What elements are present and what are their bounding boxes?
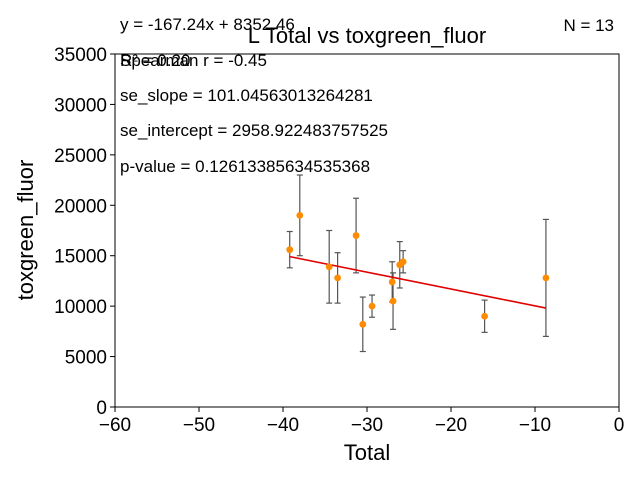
x-tick-label: −30 xyxy=(351,415,383,436)
spearman-annotation: Spearman r = -0.45 xyxy=(120,51,267,70)
y-tick-label: 5000 xyxy=(65,348,107,369)
data-point xyxy=(481,312,488,320)
data-point xyxy=(399,258,407,266)
data-point xyxy=(296,211,304,219)
x-tick-label: −50 xyxy=(183,415,215,436)
p-value-annotation: p-value = 0.12613385634535368 xyxy=(120,157,370,176)
data-points xyxy=(286,211,550,328)
x-tick-label: 0 xyxy=(614,415,625,436)
equation-annotation: y = -167.24x + 8352.46 xyxy=(120,15,295,34)
fit-line xyxy=(289,255,547,309)
x-tick-label: −10 xyxy=(519,415,551,436)
fit-line-group xyxy=(289,255,547,309)
x-tick-label: −60 xyxy=(99,415,131,436)
data-point xyxy=(334,274,341,282)
x-axis-label: Total xyxy=(344,440,390,465)
y-tick-label: 20000 xyxy=(54,196,107,217)
y-tick-label: 35000 xyxy=(54,45,107,66)
data-point xyxy=(286,246,294,254)
x-tick-label: −20 xyxy=(435,415,467,436)
data-point xyxy=(389,297,397,305)
data-point xyxy=(368,302,376,310)
x-tick-label: −40 xyxy=(267,415,299,436)
r-squared-annotation: R² = 0.20 xyxy=(120,51,190,70)
y-tick-label: 10000 xyxy=(54,297,107,318)
y-tick-label: 25000 xyxy=(54,146,107,167)
n-annotation: N = 13 xyxy=(563,16,614,35)
data-point xyxy=(388,278,396,286)
y-axis-label: toxgreen_fluor xyxy=(13,160,38,301)
data-point xyxy=(352,232,360,239)
data-point xyxy=(542,274,550,282)
axes-frame xyxy=(114,53,620,408)
y-axis-ticks: 0 5000 10000 15000 20000 25000 30000 35000 xyxy=(54,45,115,419)
y-tick-label: 30000 xyxy=(54,95,107,116)
se-intercept-annotation: se_intercept = 2958.922483757525 xyxy=(120,121,388,140)
y-tick-label: 0 xyxy=(96,398,107,419)
x-axis-ticks: −60 −50 −40 −30 −20 −10 0 xyxy=(99,407,624,436)
y-tick-label: 15000 xyxy=(54,247,107,268)
chart-title: L Total vs toxgreen_fluor xyxy=(248,23,486,48)
data-point xyxy=(359,320,367,328)
data-point xyxy=(325,263,333,271)
se-slope-annotation: se_slope = 101.04563013264281 xyxy=(120,86,373,105)
